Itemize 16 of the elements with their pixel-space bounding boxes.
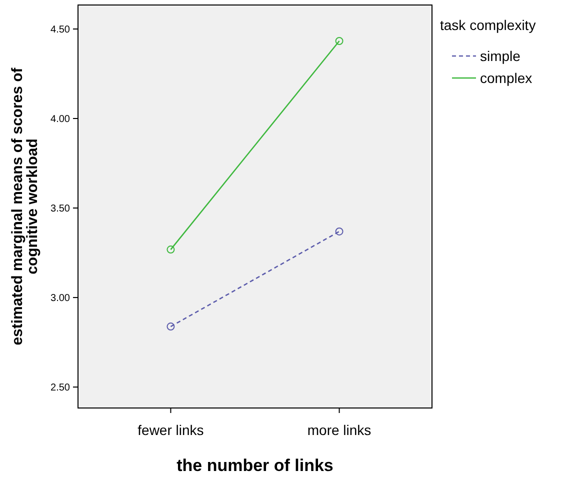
point	[335, 227, 344, 236]
x-tick-label: fewer links	[138, 422, 204, 438]
x-tick-label: more links	[307, 422, 372, 438]
y-tick-label: 3.00	[50, 293, 70, 304]
legend-label: complex	[480, 70, 532, 86]
y-tick-label: 3.50	[50, 204, 70, 215]
y-tick-label: 4.50	[50, 24, 70, 36]
y-tick-label: 2.50	[50, 382, 70, 394]
point	[335, 36, 344, 45]
point	[166, 246, 175, 254]
legend-title: task complexity	[440, 17, 536, 33]
y-axis-title: estimated marginal means of scores of cognitive workload	[9, 66, 41, 346]
legend-label: simple	[480, 48, 521, 64]
point	[166, 322, 175, 331]
y-tick-label: 4.00	[50, 114, 70, 126]
x-axis-title: the number of links	[176, 456, 334, 475]
